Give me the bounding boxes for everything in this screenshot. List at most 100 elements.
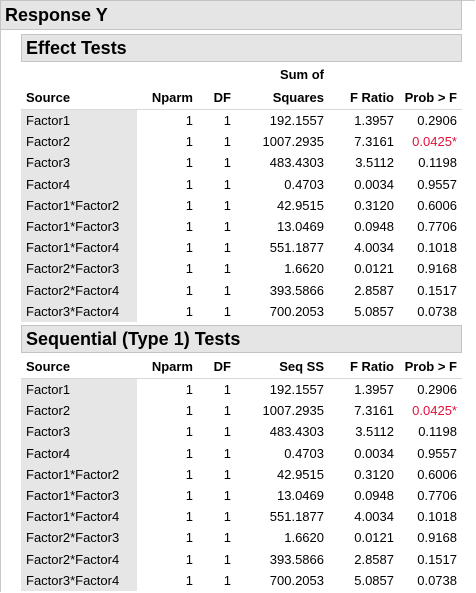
table-row: Factor4 1 1 0.4703 0.0034 0.9557 xyxy=(21,174,462,195)
table-row: Factor1*Factor4 1 1 551.1877 4.0034 0.1018 xyxy=(21,237,462,258)
df-cell: 1 xyxy=(223,551,231,567)
f-ratio-cell: 1.3957 xyxy=(354,113,394,128)
ss-cell: 13.0469 xyxy=(277,488,324,503)
ss-cell: 0.4703 xyxy=(284,445,324,461)
source-cell: Factor1*Factor3 xyxy=(26,488,120,503)
sequential-tests-table: Source Nparm DF Seq SS F Ratio Prob > F … xyxy=(21,355,462,591)
df-cell: 1 xyxy=(223,219,231,234)
col-header-prob-f[interactable]: Prob > F xyxy=(404,90,457,105)
ss-cell: 700.2053 xyxy=(269,303,324,319)
df-cell: 1 xyxy=(223,509,231,525)
col-header-df[interactable]: DF xyxy=(213,90,231,105)
col-header-prob-f[interactable]: Prob > F xyxy=(404,359,457,374)
col-header-seq-ss[interactable]: Seq SS xyxy=(279,359,324,374)
report-header-response-y[interactable]: Response Y xyxy=(0,0,462,30)
df-cell: 1 xyxy=(223,134,231,150)
nparm-cell: 1 xyxy=(185,219,193,234)
df-cell: 1 xyxy=(223,572,231,588)
prob-f-cell: 0.6006 xyxy=(417,466,457,482)
source-cell: Factor3*Factor4 xyxy=(26,572,120,588)
col-header-nparm[interactable]: Nparm xyxy=(151,359,193,374)
sequential-tests-column-headers: Source Nparm DF Seq SS F Ratio Prob > F xyxy=(21,356,462,377)
table-row: Factor1*Factor3 1 1 13.0469 0.0948 0.7706 xyxy=(21,216,462,237)
nparm-cell: 1 xyxy=(185,155,193,171)
table-row: Factor4 1 1 0.4703 0.0034 0.9557 xyxy=(21,443,462,464)
header-separator xyxy=(21,109,462,110)
prob-f-cell: 0.0738 xyxy=(417,572,457,588)
df-cell: 1 xyxy=(223,382,231,397)
ss-cell: 1007.2935 xyxy=(262,403,324,419)
table-row: Factor1*Factor2 1 1 42.9515 0.3120 0.6006 xyxy=(21,464,462,485)
col-header-df[interactable]: DF xyxy=(213,359,231,374)
col-header-source[interactable]: Source xyxy=(26,359,71,374)
f-ratio-cell: 0.0121 xyxy=(354,530,394,546)
df-cell: 1 xyxy=(223,466,231,482)
ss-cell: 13.0469 xyxy=(277,219,324,234)
source-cell: Factor1 xyxy=(26,382,71,397)
prob-f-cell: 0.2906 xyxy=(417,382,457,397)
f-ratio-cell: 0.0948 xyxy=(354,219,394,234)
ss-cell: 700.2053 xyxy=(269,572,324,588)
col-header-source[interactable]: Source xyxy=(26,90,71,105)
col-header-f-ratio[interactable]: F Ratio xyxy=(349,90,394,105)
col-header-sum-of-squares[interactable]: Squares xyxy=(272,90,324,105)
prob-f-cell: 0.1198 xyxy=(418,155,457,171)
source-cell: Factor3*Factor4 xyxy=(26,303,120,319)
df-cell: 1 xyxy=(223,530,231,546)
ss-cell: 551.1877 xyxy=(269,509,324,525)
prob-f-cell: 0.7706 xyxy=(417,488,457,503)
nparm-cell: 1 xyxy=(185,445,193,461)
sequential-tests-header[interactable]: Sequential (Type 1) Tests xyxy=(21,325,462,353)
ss-cell: 42.9515 xyxy=(277,466,324,482)
nparm-cell: 1 xyxy=(185,509,193,525)
effect-tests-column-headers: Source Nparm DF Squares F Ratio Prob > F xyxy=(21,87,462,108)
nparm-cell: 1 xyxy=(185,134,193,150)
df-cell: 1 xyxy=(223,303,231,319)
prob-f-cell: 0.1198 xyxy=(418,424,457,440)
df-cell: 1 xyxy=(223,282,231,298)
source-column-shade xyxy=(21,109,137,322)
df-cell: 1 xyxy=(223,240,231,256)
table-row: Factor2*Factor4 1 1 393.5866 2.8587 0.1517 xyxy=(21,280,462,301)
f-ratio-cell: 1.3957 xyxy=(354,382,394,397)
nparm-cell: 1 xyxy=(185,303,193,319)
table-row: Factor1 1 1 192.1557 1.3957 0.2906 xyxy=(21,110,462,131)
table-row: Factor2 1 1 1007.2935 7.3161 0.0425* xyxy=(21,400,462,421)
source-cell: Factor2 xyxy=(26,134,71,150)
f-ratio-cell: 4.0034 xyxy=(354,509,394,525)
table-row: Factor1 1 1 192.1557 1.3957 0.2906 xyxy=(21,379,462,400)
df-cell: 1 xyxy=(223,155,231,171)
source-cell: Factor4 xyxy=(26,445,71,461)
effect-tests-table: Sum of Source Nparm DF Squares F Ratio P… xyxy=(21,64,462,322)
table-row: Factor1*Factor2 1 1 42.9515 0.3120 0.6006 xyxy=(21,195,462,216)
table-row: Factor1*Factor3 1 1 13.0469 0.0948 0.7706 xyxy=(21,485,462,506)
source-cell: Factor3 xyxy=(26,424,71,440)
prob-f-cell: 0.9168 xyxy=(417,530,457,546)
prob-f-cell: 0.9557 xyxy=(417,176,457,192)
effect-tests-header[interactable]: Effect Tests xyxy=(21,34,462,62)
prob-f-cell: 0.1018 xyxy=(417,240,457,256)
nparm-cell: 1 xyxy=(185,403,193,419)
source-cell: Factor2*Factor3 xyxy=(26,530,120,546)
sequential-tests-title: Sequential (Type 1) Tests xyxy=(26,329,241,349)
col-header-nparm[interactable]: Nparm xyxy=(151,90,193,105)
table-row: Factor3 1 1 483.4303 3.5112 0.1198 xyxy=(21,152,462,173)
nparm-cell: 1 xyxy=(185,572,193,588)
nparm-cell: 1 xyxy=(185,488,193,503)
df-cell: 1 xyxy=(223,261,231,277)
f-ratio-cell: 0.3120 xyxy=(354,466,394,482)
ss-cell: 1007.2935 xyxy=(262,134,324,150)
df-cell: 1 xyxy=(223,176,231,192)
source-cell: Factor2*Factor4 xyxy=(26,551,120,567)
source-column-shade xyxy=(21,378,137,591)
f-ratio-cell: 5.0857 xyxy=(354,572,394,588)
nparm-cell: 1 xyxy=(185,113,193,128)
nparm-cell: 1 xyxy=(185,197,193,213)
ss-cell: 483.4303 xyxy=(269,155,324,171)
df-cell: 1 xyxy=(223,445,231,461)
ss-cell: 393.5866 xyxy=(269,551,324,567)
prob-f-cell: 0.1018 xyxy=(417,509,457,525)
nparm-cell: 1 xyxy=(185,261,193,277)
ss-cell: 393.5866 xyxy=(269,282,324,298)
col-header-f-ratio[interactable]: F Ratio xyxy=(349,359,394,374)
